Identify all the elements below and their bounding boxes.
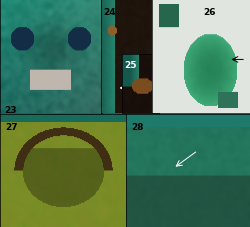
Text: 28: 28 (131, 123, 143, 132)
Text: 25: 25 (124, 60, 137, 69)
Text: 23: 23 (4, 106, 16, 114)
Text: 26: 26 (203, 8, 215, 17)
Text: 27: 27 (5, 123, 18, 132)
Text: 24: 24 (104, 8, 116, 17)
